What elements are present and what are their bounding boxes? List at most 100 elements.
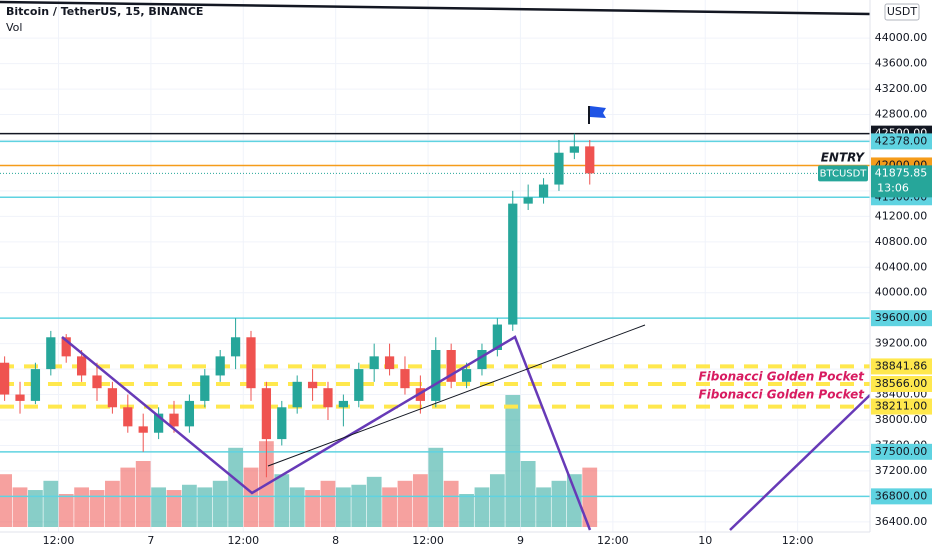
x-tick-label: 9 <box>517 534 524 547</box>
candle-body <box>215 356 225 376</box>
annotation: Fibonacci Golden Pocket <box>698 388 865 402</box>
volume-bar <box>551 480 567 527</box>
candle-body <box>307 381 318 389</box>
volume-bar <box>489 474 505 527</box>
level-label: 36800.00 <box>875 489 928 502</box>
currency-box <box>884 3 920 21</box>
candle-body <box>230 337 241 357</box>
candle-body <box>184 400 195 427</box>
candle-body <box>538 184 549 198</box>
candle-body <box>30 369 41 401</box>
volume-bar <box>397 480 413 527</box>
x-tick-label: 12:00 <box>597 534 629 547</box>
candle-body <box>354 369 364 401</box>
candle-body <box>261 388 272 440</box>
y-tick-label: 43600.00 <box>875 57 928 70</box>
y-tick-label: 40400.00 <box>875 260 928 273</box>
trend-line <box>0 0 871 16</box>
countdown: 13:06 <box>877 181 909 194</box>
y-tick-label: 41200.00 <box>875 209 928 222</box>
candle-body <box>107 388 118 408</box>
level-label-box <box>871 310 932 327</box>
volume-bar <box>105 480 120 527</box>
level-label: 38841.86 <box>875 359 928 372</box>
flag <box>590 106 606 118</box>
candle-body <box>169 413 179 427</box>
volume-bar <box>382 487 397 527</box>
candle-body <box>400 369 410 389</box>
volume-bar <box>0 474 13 527</box>
y-tick-label: 38000.00 <box>875 413 928 426</box>
level-label-box <box>871 488 932 505</box>
volume-bar <box>412 474 428 527</box>
y-tick-label: 43200.00 <box>875 82 928 95</box>
trend-line <box>267 324 646 467</box>
volume-bar <box>351 484 367 527</box>
level-label-box <box>871 358 932 375</box>
volume-bar <box>197 487 213 527</box>
x-tick-label: 12:00 <box>412 534 444 547</box>
y-tick-label: 40000.00 <box>875 286 928 299</box>
last-price-name: BTCUSDT <box>820 168 868 179</box>
candle-body <box>431 350 441 401</box>
candle-body <box>92 375 102 389</box>
candle-body <box>523 197 533 204</box>
candle-body <box>585 146 595 174</box>
volume-bar <box>58 494 74 527</box>
volume-bar <box>320 480 336 527</box>
y-tick-label: 37200.00 <box>875 464 928 477</box>
candle-body <box>369 356 379 370</box>
y-tick-label: 36400.00 <box>875 515 928 528</box>
volume-bar <box>151 487 166 527</box>
candle-body <box>477 350 487 370</box>
volume-bar <box>335 487 351 527</box>
volume-bar <box>459 494 474 527</box>
candle-body <box>0 362 10 395</box>
level-label: 39600.00 <box>875 311 928 324</box>
volume-bar <box>120 467 136 527</box>
volume-bar <box>366 476 382 527</box>
level-label: 38211.00 <box>875 400 928 413</box>
candle-body <box>292 381 302 408</box>
candle-body <box>492 324 502 350</box>
x-tick-label: 12:00 <box>43 534 75 547</box>
level-label: 37500.00 <box>875 445 928 458</box>
x-tick-label: 12:00 <box>227 534 259 547</box>
volume-bar <box>520 461 536 527</box>
volume-bar <box>474 487 490 527</box>
candle-body <box>15 394 25 401</box>
candle-body <box>446 350 456 382</box>
volume-bar <box>289 487 305 527</box>
level-label-box <box>871 443 932 460</box>
candle-body <box>508 203 518 325</box>
candle-body <box>554 152 564 185</box>
candle-body <box>338 400 348 408</box>
candle-body <box>384 356 395 370</box>
volume-bar <box>182 484 197 527</box>
x-tick-label: 10 <box>698 534 712 547</box>
volume-bar <box>274 474 290 527</box>
volume-bar <box>135 461 151 527</box>
chart-title: Bitcoin / TetherUS, 15, BINANCE <box>6 5 203 18</box>
volume-label: Vol <box>6 21 22 34</box>
y-tick-label: 42800.00 <box>875 108 928 121</box>
last-price-box <box>871 165 932 198</box>
candle-body <box>277 407 287 440</box>
candle-body <box>61 337 71 357</box>
volume-bar <box>12 487 28 527</box>
volume-bar <box>536 487 551 527</box>
volume-bar <box>74 487 90 527</box>
level-label-box <box>871 375 932 392</box>
candle-body <box>153 413 164 433</box>
candle-body <box>138 426 148 433</box>
volume-bar <box>89 490 105 527</box>
volume-bar <box>43 480 59 527</box>
level-label: 42378.00 <box>875 134 928 147</box>
volume-bar <box>243 467 259 527</box>
x-tick-label: 12:00 <box>782 534 814 547</box>
candle-body <box>323 388 333 408</box>
volume-bar <box>443 480 459 527</box>
volume-bar <box>582 467 598 527</box>
